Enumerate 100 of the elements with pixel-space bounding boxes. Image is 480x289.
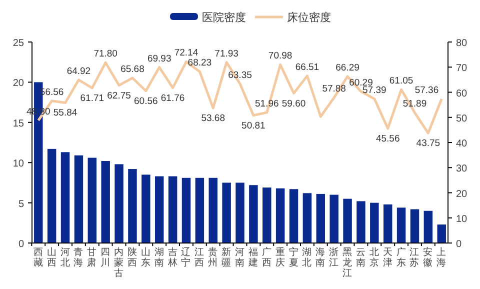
y-tick-label: 25	[12, 38, 24, 49]
x-tick-label: 河北	[60, 246, 70, 268]
y2-tick-label: 40	[456, 138, 468, 150]
y2-tick-label: 80	[456, 38, 468, 49]
data-label: 66.51	[295, 62, 320, 73]
y2-tick-label: 0	[456, 239, 462, 250]
y-tick-label: 5	[18, 198, 24, 210]
bar	[74, 155, 84, 243]
bar	[47, 148, 56, 243]
x-tick-label: 新疆	[222, 246, 232, 268]
x-tick-label: 湖北	[302, 246, 312, 268]
x-tick-label: 海南	[316, 246, 326, 268]
bar	[114, 164, 124, 243]
bar	[343, 198, 352, 243]
bar	[356, 201, 366, 243]
bar	[88, 158, 97, 243]
data-label: 51.96	[254, 98, 279, 110]
x-tick-label: 山东	[140, 246, 151, 268]
bar	[262, 188, 272, 243]
data-label: 51.89	[402, 98, 427, 110]
data-label: 72.14	[174, 48, 198, 59]
bar	[330, 194, 338, 243]
x-tick-label: 江西	[194, 246, 205, 268]
x-tick-label: 黑龙江	[342, 247, 353, 279]
bar	[276, 188, 285, 243]
data-label: 64.92	[66, 66, 91, 77]
bar	[168, 176, 178, 243]
x-tick-label: 山西	[46, 246, 57, 268]
data-label: 70.98	[268, 50, 292, 62]
y-tick-label: 20	[12, 78, 24, 90]
data-label: 66.29	[336, 62, 360, 74]
bar	[302, 193, 312, 243]
data-label: 71.80	[94, 48, 118, 60]
y2-tick-label: 70	[456, 63, 468, 74]
bar	[222, 182, 231, 243]
legend-label: 医院密度	[202, 11, 246, 24]
y-tick-label: 15	[12, 118, 24, 130]
y-tick-label: 0	[18, 239, 24, 250]
y2-tick-label: 30	[456, 164, 468, 175]
x-tick-label: 天津	[382, 247, 393, 268]
x-tick-label: 西藏	[33, 247, 44, 268]
x-tick-label: 陕西	[127, 246, 138, 268]
data-label: 62.75	[107, 90, 131, 102]
x-tick-label: 广西	[262, 246, 272, 268]
bar	[316, 194, 326, 243]
data-label: 43.75	[416, 138, 440, 150]
y2-tick-label: 50	[456, 113, 468, 124]
data-label: 63.35	[228, 70, 252, 81]
bar	[236, 182, 244, 243]
data-label: 61.05	[389, 76, 414, 87]
data-label: 59.60	[282, 98, 306, 110]
x-tick-label: 甘肃	[87, 246, 98, 268]
x-tick-label: 北京	[369, 246, 380, 268]
bar	[101, 160, 110, 243]
bar	[208, 178, 218, 243]
data-label: 57.88	[322, 84, 346, 95]
x-tick-label: 浙江	[329, 246, 340, 268]
bar	[142, 174, 150, 243]
data-label: 57.36	[414, 84, 439, 96]
data-label: 65.68	[120, 64, 144, 75]
data-label: 60.56	[134, 96, 158, 107]
x-tick-label: 辽宁	[181, 246, 192, 268]
legend-label: 床位密度	[287, 11, 331, 24]
data-label: 55.84	[53, 108, 78, 119]
x-tick-label: 安徽	[423, 246, 434, 268]
bar	[437, 224, 446, 243]
bar	[370, 202, 379, 243]
bar	[396, 208, 406, 243]
x-tick-label: 江苏	[410, 246, 420, 268]
bar	[60, 152, 70, 243]
x-tick-label: 吉林	[166, 246, 178, 268]
bar	[182, 178, 191, 243]
x-tick-label: 云南	[356, 247, 366, 268]
x-tick-label: 湖南	[154, 246, 164, 268]
x-tick-label: 上海	[436, 246, 447, 268]
data-label: 45.56	[376, 134, 400, 145]
bar	[154, 176, 164, 243]
bar	[128, 169, 137, 243]
data-label: 68.23	[188, 58, 212, 69]
bar	[249, 185, 258, 243]
data-label: 71.93	[214, 48, 238, 60]
x-tick-label: 河南	[235, 246, 245, 268]
x-tick-label: 贵州	[208, 246, 218, 268]
y-tick-label: 10	[12, 158, 24, 170]
data-label: 57.39	[362, 84, 386, 96]
bar	[410, 209, 420, 243]
data-label: 50.81	[242, 120, 266, 132]
x-tick-label: 宁夏	[288, 246, 299, 268]
x-tick-label: 内蒙古	[114, 246, 124, 279]
x-tick-label: 四川	[100, 247, 111, 268]
data-label: 69.93	[147, 53, 172, 64]
data-label: 53.68	[201, 113, 226, 124]
bar	[424, 210, 433, 243]
x-tick-label: 广东	[396, 246, 406, 268]
bar	[195, 178, 204, 243]
y2-tick-label: 20	[456, 188, 468, 200]
y2-tick-label: 10	[456, 214, 468, 225]
x-tick-label: 重庆	[275, 246, 286, 268]
data-label: 61.71	[80, 92, 104, 104]
data-label: 61.76	[160, 92, 185, 104]
